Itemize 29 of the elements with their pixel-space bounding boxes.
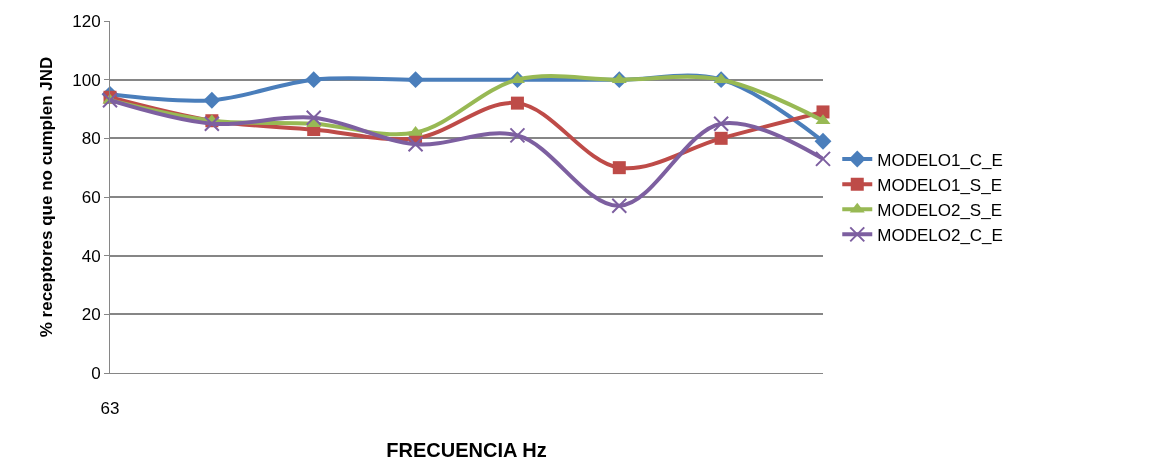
legend-label: MODELO1_S_E <box>877 175 1002 195</box>
y-tick-label: 120 <box>72 11 101 31</box>
legend-label: MODELO2_C_E <box>877 225 1003 245</box>
point <box>713 115 730 132</box>
y-tick-label: 40 <box>81 246 101 266</box>
y-axis-title: % receptores que no cumplen JND <box>36 56 56 338</box>
point <box>203 115 220 132</box>
point <box>305 109 322 126</box>
legend-label: MODELO1_C_E <box>877 150 1003 170</box>
point <box>714 131 728 145</box>
point <box>815 150 831 167</box>
y-tick-label: 60 <box>81 187 101 207</box>
point <box>407 136 424 153</box>
y-tick-label: 100 <box>72 70 101 90</box>
x-axis-title: FRECUENCIA Hz <box>386 438 547 461</box>
point <box>407 71 425 89</box>
point <box>814 132 832 150</box>
point <box>102 92 118 109</box>
x-tick-label: 63 <box>100 399 120 419</box>
point <box>305 71 323 89</box>
point <box>612 161 626 175</box>
point <box>510 96 524 110</box>
point <box>611 197 628 214</box>
legend-label: MODELO2_S_E <box>877 200 1002 220</box>
point <box>203 91 221 109</box>
y-tick-label: 80 <box>81 129 101 149</box>
y-tick-label: 20 <box>81 305 101 325</box>
point <box>509 127 526 144</box>
y-tick-label: 0 <box>91 363 101 383</box>
